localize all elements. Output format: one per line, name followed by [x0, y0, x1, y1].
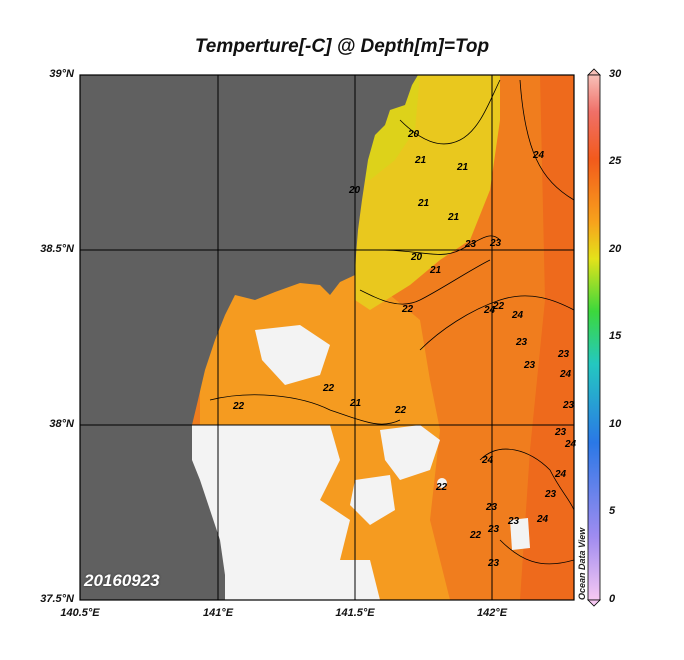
contour-label: 20 — [410, 252, 423, 263]
contour-label: 22 — [401, 304, 414, 315]
no-data-patch-1 — [255, 325, 330, 385]
contour-label: 23 — [487, 558, 500, 569]
contour-label: 20 — [348, 185, 361, 196]
contour-label: 24 — [536, 514, 549, 525]
no-data-patch-3 — [350, 475, 395, 525]
contour-label: 24 — [559, 369, 572, 380]
contour-label: 23 — [485, 502, 498, 513]
colorbar-bottom-arrow — [587, 599, 601, 607]
contour-label: 24 — [481, 455, 494, 466]
contour-label: 22 — [435, 482, 448, 493]
colorbar-top-arrow — [587, 68, 601, 76]
contour-label: 23 — [464, 239, 477, 250]
colorbar-tick-0: 0 — [609, 593, 616, 605]
contour-label: 21 — [447, 212, 460, 223]
land-mass — [80, 75, 418, 600]
odv-watermark: Ocean Data View — [577, 527, 587, 600]
contour-22 — [359, 259, 491, 305]
contour-label: 22 — [322, 383, 335, 394]
contour-22b — [209, 394, 401, 425]
colorbar-tick-15: 15 — [609, 330, 622, 342]
no-data-patch-5 — [437, 478, 447, 488]
contour-label: 23 — [562, 400, 575, 411]
colorbar-tick-25: 25 — [609, 155, 622, 167]
colorbar-tick-10: 10 — [609, 418, 622, 430]
lat-label-37.5n: 37.5°N — [40, 593, 74, 605]
contour-label: 24 — [511, 310, 524, 321]
contour-20 — [399, 79, 501, 145]
contour-label: 21 — [349, 398, 362, 409]
contour-label: 20 — [407, 129, 420, 140]
contour-label: 21 — [456, 162, 469, 173]
date-label: 20160923 — [84, 571, 160, 590]
contour-label: 22 — [469, 530, 482, 541]
contour-label: 24 — [532, 150, 545, 161]
colorbar-tick-20: 20 — [609, 243, 622, 255]
lon-label-142e: 142°E — [476, 607, 508, 619]
map-frame — [79, 74, 575, 601]
colorbar-tick-5: 5 — [609, 505, 616, 517]
sea-hot-strip — [520, 75, 574, 600]
no-data-patch-4 — [510, 518, 530, 550]
contour-24 — [519, 79, 574, 201]
contour-23 — [419, 295, 574, 351]
contour-label: 23 — [515, 337, 528, 348]
contour-label: 22 — [492, 301, 505, 312]
contour-label: 23 — [507, 516, 520, 527]
contour-label: 23 — [487, 524, 500, 535]
contour-label: 24 — [564, 439, 577, 450]
lat-label-38.5n: 38.5°N — [40, 243, 74, 255]
colorbar-tick-30: 30 — [609, 68, 622, 80]
contour-23b — [479, 448, 574, 511]
map-title: Temperture[-C] @ Depth[m]=Top — [194, 36, 490, 57]
lon-label-141.5e: 141.5°E — [335, 607, 375, 619]
contour-label: 22 — [232, 401, 245, 412]
contour-label: 23 — [554, 427, 567, 438]
lat-label-39n: 39°N — [49, 68, 74, 80]
contour-label: 23 — [544, 489, 557, 500]
lon-label-141e: 141°E — [202, 607, 234, 619]
colorbar — [587, 74, 601, 601]
contour-label: 24 — [483, 305, 496, 316]
contour-label: 23 — [489, 238, 502, 249]
contour-label: 24 — [554, 469, 567, 480]
contour-label: 21 — [414, 155, 427, 166]
contour-24b — [499, 539, 574, 565]
lon-label-140.5e: 140.5°E — [60, 607, 100, 619]
contour-label: 21 — [417, 198, 430, 209]
contour-label: 23 — [523, 360, 536, 371]
contour-label: 22 — [394, 405, 407, 416]
contour-label: 23 — [557, 349, 570, 360]
lat-label-38n: 38°N — [49, 418, 74, 430]
no-data-patch-2 — [380, 425, 440, 480]
contour-label: 21 — [429, 265, 442, 276]
